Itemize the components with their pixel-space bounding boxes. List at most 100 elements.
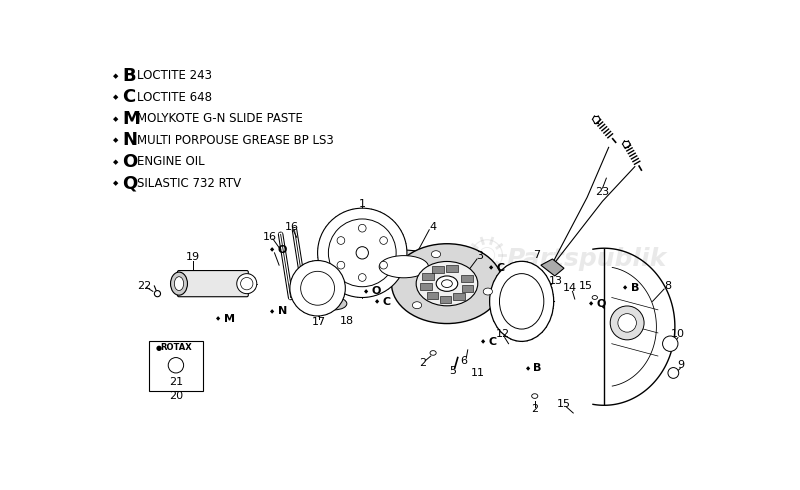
- Text: B: B: [631, 283, 639, 293]
- Ellipse shape: [241, 277, 253, 290]
- Text: Q: Q: [122, 174, 138, 193]
- FancyBboxPatch shape: [462, 285, 474, 292]
- Ellipse shape: [416, 262, 478, 306]
- Ellipse shape: [380, 237, 387, 245]
- Text: 22: 22: [138, 281, 151, 291]
- Text: C: C: [489, 337, 497, 347]
- Polygon shape: [541, 259, 564, 276]
- Text: 14: 14: [563, 283, 578, 293]
- Text: ◆: ◆: [374, 299, 379, 305]
- Text: 7: 7: [534, 250, 541, 260]
- Text: ROTAX: ROTAX: [161, 343, 192, 352]
- Ellipse shape: [499, 273, 544, 329]
- Text: 6: 6: [461, 356, 467, 366]
- Text: 13: 13: [550, 275, 563, 286]
- Ellipse shape: [379, 256, 429, 278]
- Ellipse shape: [170, 272, 187, 295]
- Ellipse shape: [442, 280, 452, 288]
- Text: C: C: [122, 88, 135, 106]
- Ellipse shape: [290, 261, 346, 316]
- Ellipse shape: [380, 261, 387, 269]
- Ellipse shape: [174, 277, 184, 291]
- Text: ◆: ◆: [113, 137, 118, 144]
- Ellipse shape: [358, 224, 366, 232]
- Text: C: C: [382, 297, 390, 307]
- Ellipse shape: [532, 394, 538, 398]
- Text: 2: 2: [531, 404, 538, 414]
- Text: C: C: [496, 263, 504, 273]
- Text: C: C: [519, 299, 527, 309]
- Text: MULTI PORPOUSE GREASE BP LS3: MULTI PORPOUSE GREASE BP LS3: [138, 134, 334, 147]
- Ellipse shape: [436, 276, 458, 292]
- Ellipse shape: [337, 261, 345, 269]
- FancyBboxPatch shape: [440, 295, 451, 303]
- Text: 20: 20: [169, 391, 183, 401]
- FancyBboxPatch shape: [446, 265, 458, 272]
- Text: ◆: ◆: [270, 309, 274, 314]
- Ellipse shape: [322, 297, 347, 310]
- Ellipse shape: [592, 295, 598, 299]
- Text: ◆: ◆: [489, 266, 493, 271]
- Text: 17: 17: [312, 317, 326, 327]
- Ellipse shape: [328, 219, 396, 287]
- Text: M: M: [122, 110, 140, 128]
- Text: B: B: [122, 67, 136, 85]
- Circle shape: [668, 368, 678, 378]
- Text: ◆: ◆: [481, 340, 486, 344]
- Text: ◆: ◆: [113, 159, 118, 165]
- FancyBboxPatch shape: [433, 266, 444, 273]
- Text: LOCTITE 648: LOCTITE 648: [138, 91, 213, 104]
- Text: N: N: [122, 131, 137, 149]
- Text: 1: 1: [358, 198, 366, 209]
- Text: Q: Q: [596, 299, 606, 309]
- FancyBboxPatch shape: [422, 273, 434, 280]
- Text: ◆: ◆: [526, 366, 530, 371]
- Text: 4: 4: [430, 221, 437, 232]
- Ellipse shape: [337, 237, 345, 245]
- Text: ◆: ◆: [364, 289, 368, 294]
- Text: B: B: [534, 364, 542, 373]
- Text: M: M: [224, 314, 234, 324]
- Text: LOCTITE 243: LOCTITE 243: [138, 69, 213, 82]
- Text: ◆: ◆: [623, 286, 628, 291]
- Ellipse shape: [412, 302, 422, 309]
- FancyBboxPatch shape: [420, 283, 431, 290]
- Text: SILASTIC 732 RTV: SILASTIC 732 RTV: [138, 177, 242, 190]
- Ellipse shape: [391, 244, 502, 323]
- Text: 16: 16: [263, 232, 277, 243]
- Ellipse shape: [318, 208, 407, 297]
- Text: 8: 8: [664, 281, 671, 291]
- Ellipse shape: [358, 273, 366, 281]
- Text: 9: 9: [678, 360, 685, 370]
- Text: 21: 21: [169, 377, 183, 387]
- FancyBboxPatch shape: [149, 342, 203, 391]
- Text: 19: 19: [186, 252, 200, 263]
- Text: ENGINE OIL: ENGINE OIL: [138, 155, 205, 169]
- Ellipse shape: [490, 261, 554, 342]
- FancyBboxPatch shape: [462, 275, 473, 282]
- Text: ◆: ◆: [270, 247, 274, 252]
- Text: 10: 10: [671, 329, 685, 340]
- FancyBboxPatch shape: [426, 292, 438, 298]
- Text: ◆: ◆: [216, 317, 220, 321]
- Text: 23: 23: [595, 187, 610, 197]
- Ellipse shape: [356, 246, 369, 259]
- Text: ●: ●: [155, 345, 162, 351]
- FancyBboxPatch shape: [454, 293, 465, 300]
- Text: MOLYKOTE G-N SLIDE PASTE: MOLYKOTE G-N SLIDE PASTE: [138, 112, 303, 125]
- Text: ◆: ◆: [512, 301, 516, 306]
- Text: ◆: ◆: [589, 301, 593, 306]
- Text: O: O: [122, 153, 138, 171]
- Circle shape: [618, 314, 636, 332]
- Circle shape: [168, 358, 184, 373]
- Text: ◆: ◆: [113, 116, 118, 122]
- Text: ◆: ◆: [113, 180, 118, 187]
- Text: 16: 16: [285, 221, 298, 232]
- Text: O: O: [371, 286, 381, 296]
- Text: 18: 18: [340, 316, 354, 325]
- Text: 15: 15: [578, 281, 593, 291]
- Ellipse shape: [431, 251, 441, 258]
- Text: 5: 5: [449, 366, 456, 376]
- Ellipse shape: [301, 271, 334, 305]
- Text: Partspublik: Partspublik: [506, 247, 666, 271]
